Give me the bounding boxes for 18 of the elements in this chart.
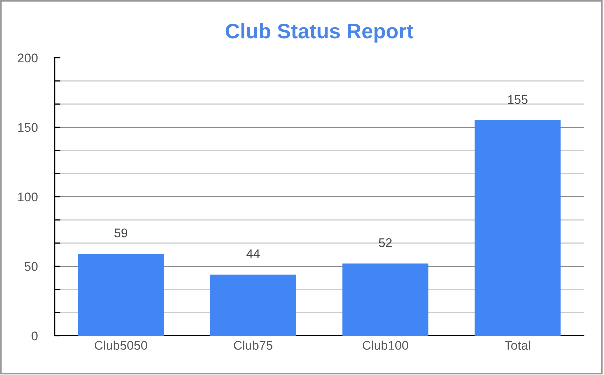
y-tick-label: 100 [18, 192, 38, 202]
bar [342, 264, 429, 336]
y-tick-label: 150 [18, 123, 38, 132]
x-tick-label: Total [504, 340, 530, 350]
data-label: 155 [508, 95, 528, 104]
bar [210, 274, 296, 336]
x-tick-label: Club100 [362, 340, 408, 350]
y-tick-label: 0 [32, 332, 38, 341]
data-label: 52 [379, 238, 392, 248]
bar [78, 254, 164, 336]
bar [474, 120, 561, 336]
y-tick-label: 200 [18, 54, 38, 63]
x-tick-label: Club5050 [95, 340, 148, 350]
x-tick-label: Club75 [234, 340, 273, 350]
data-label: 59 [114, 228, 128, 238]
data-label: 44 [246, 250, 260, 258]
chart-title: Club Status Report [226, 23, 414, 43]
y-tick-label: 50 [24, 262, 38, 272]
